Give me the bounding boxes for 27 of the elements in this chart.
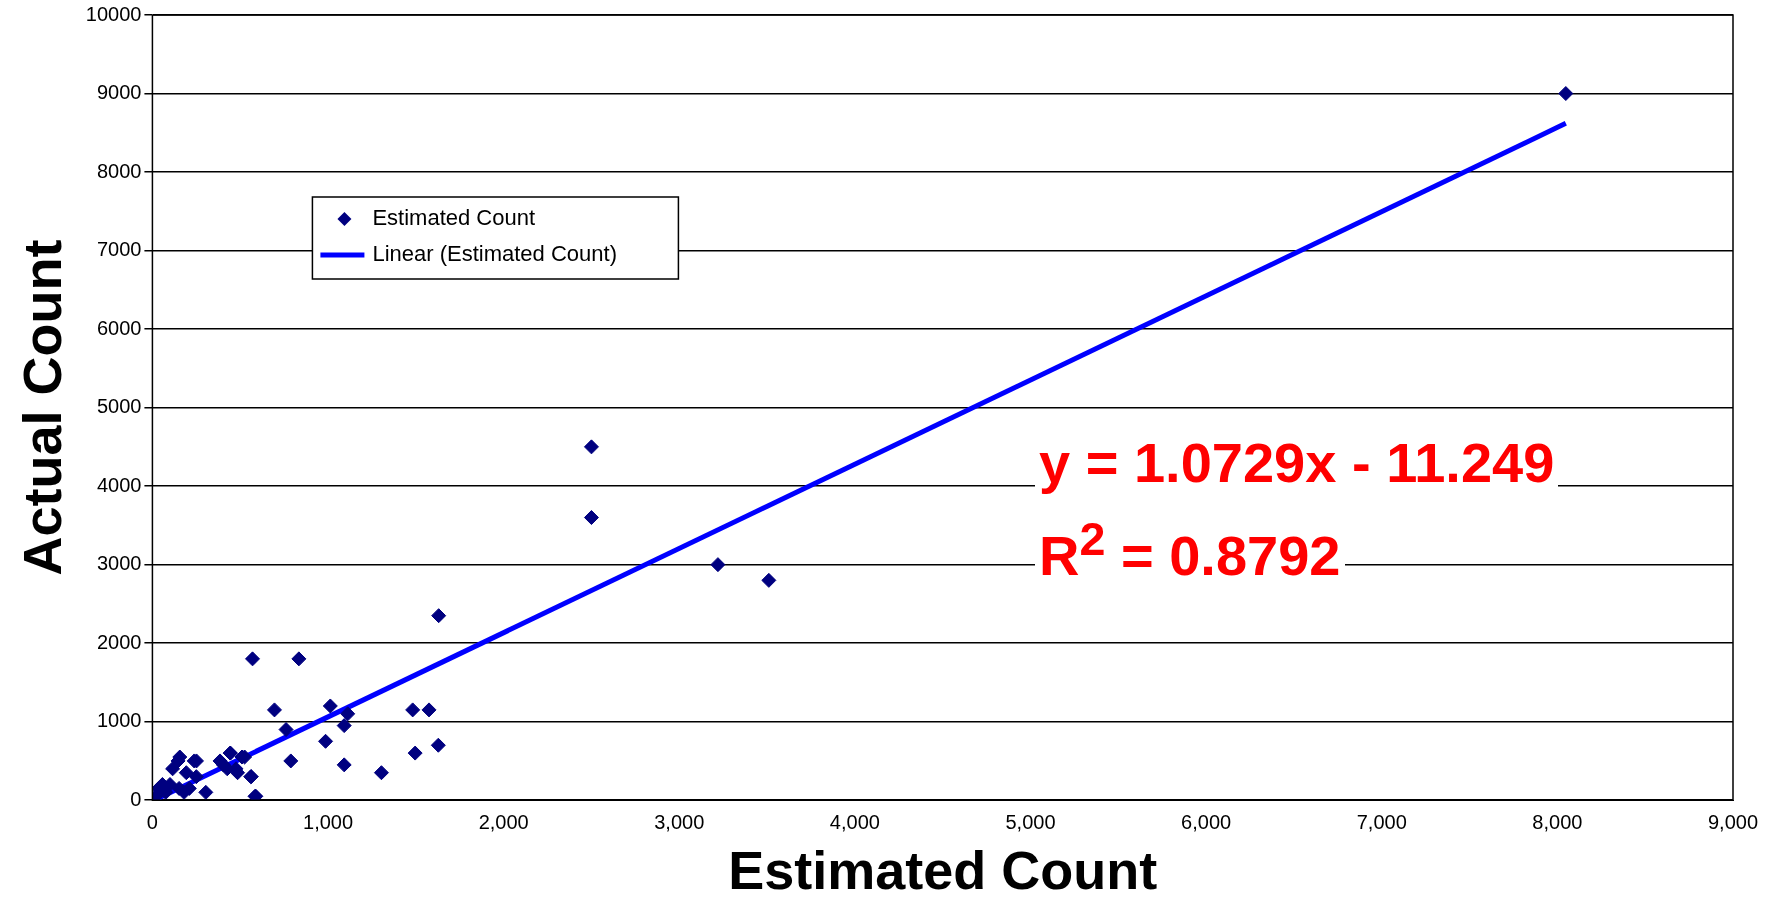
x-tick-label: 2,000	[478, 810, 529, 833]
legend-label: Linear (Estimated Count)	[372, 241, 617, 267]
y-tick-label: 4000	[96, 473, 142, 496]
x-tick-label: 0	[146, 810, 158, 833]
y-tick-label: 7000	[96, 238, 142, 261]
y-tick-label: 10000	[85, 2, 142, 25]
y-tick-label: 0	[130, 787, 142, 810]
y-tick-label: 3000	[96, 552, 142, 575]
annotation: y = 1.0729x - 11.249	[1035, 425, 1559, 501]
x-tick-label: 9,000	[1707, 810, 1759, 833]
annotation: R$^{2}$ = 0.8792	[1035, 501, 1345, 594]
x-tick-label: 3,000	[654, 810, 705, 833]
x-axis-title: Estimated Count	[728, 840, 1158, 901]
legend-label: Estimated Count	[372, 205, 536, 231]
y-tick-label: 1000	[96, 709, 142, 732]
x-tick-label: 6,000	[1181, 810, 1232, 833]
y-axis-title: Actual Count	[12, 239, 73, 576]
y-tick-label: 5000	[96, 395, 142, 418]
x-tick-label: 4,000	[829, 810, 880, 833]
x-tick-label: 5,000	[1005, 810, 1056, 833]
y-tick-label: 9000	[96, 81, 142, 104]
x-tick-label: 8,000	[1532, 810, 1583, 833]
y-tick-label: 6000	[96, 316, 142, 339]
y-tick-label: 2000	[96, 630, 142, 653]
y-tick-label: 8000	[96, 159, 142, 182]
x-tick-label: 7,000	[1356, 810, 1407, 833]
x-tick-label: 1,000	[303, 810, 354, 833]
